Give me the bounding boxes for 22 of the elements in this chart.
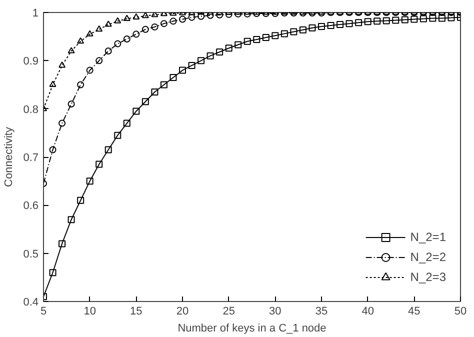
x-tick-label: 45 bbox=[408, 306, 420, 318]
y-tick-label: 0.5 bbox=[23, 248, 39, 260]
y-tick-label: 1 bbox=[32, 8, 39, 20]
y-tick-label: 0.6 bbox=[23, 200, 39, 212]
y-tick-label: 0.7 bbox=[23, 152, 39, 164]
x-tick-label: 40 bbox=[362, 306, 374, 318]
x-tick-label: 25 bbox=[222, 306, 235, 318]
y-axis-title: Connectivity bbox=[3, 126, 16, 187]
x-tick-label: 30 bbox=[269, 306, 282, 318]
x-tick-label: 20 bbox=[176, 306, 189, 318]
x-tick-label: 50 bbox=[454, 306, 467, 318]
legend-label: N_2=2 bbox=[410, 250, 446, 264]
x-tick-label: 15 bbox=[130, 306, 142, 318]
x-tick-label: 5 bbox=[40, 306, 47, 318]
y-tick-label: 0.8 bbox=[23, 104, 39, 116]
y-tick-label: 0.9 bbox=[23, 56, 39, 68]
legend-label: N_2=1 bbox=[410, 230, 446, 244]
x-axis-title: Number of keys in a C_1 node bbox=[178, 322, 326, 334]
y-tick-label: 0.4 bbox=[23, 296, 39, 308]
x-tick-label: 10 bbox=[84, 306, 96, 318]
legend-label: N_2=3 bbox=[410, 270, 446, 284]
x-tick-label: 35 bbox=[315, 306, 328, 318]
